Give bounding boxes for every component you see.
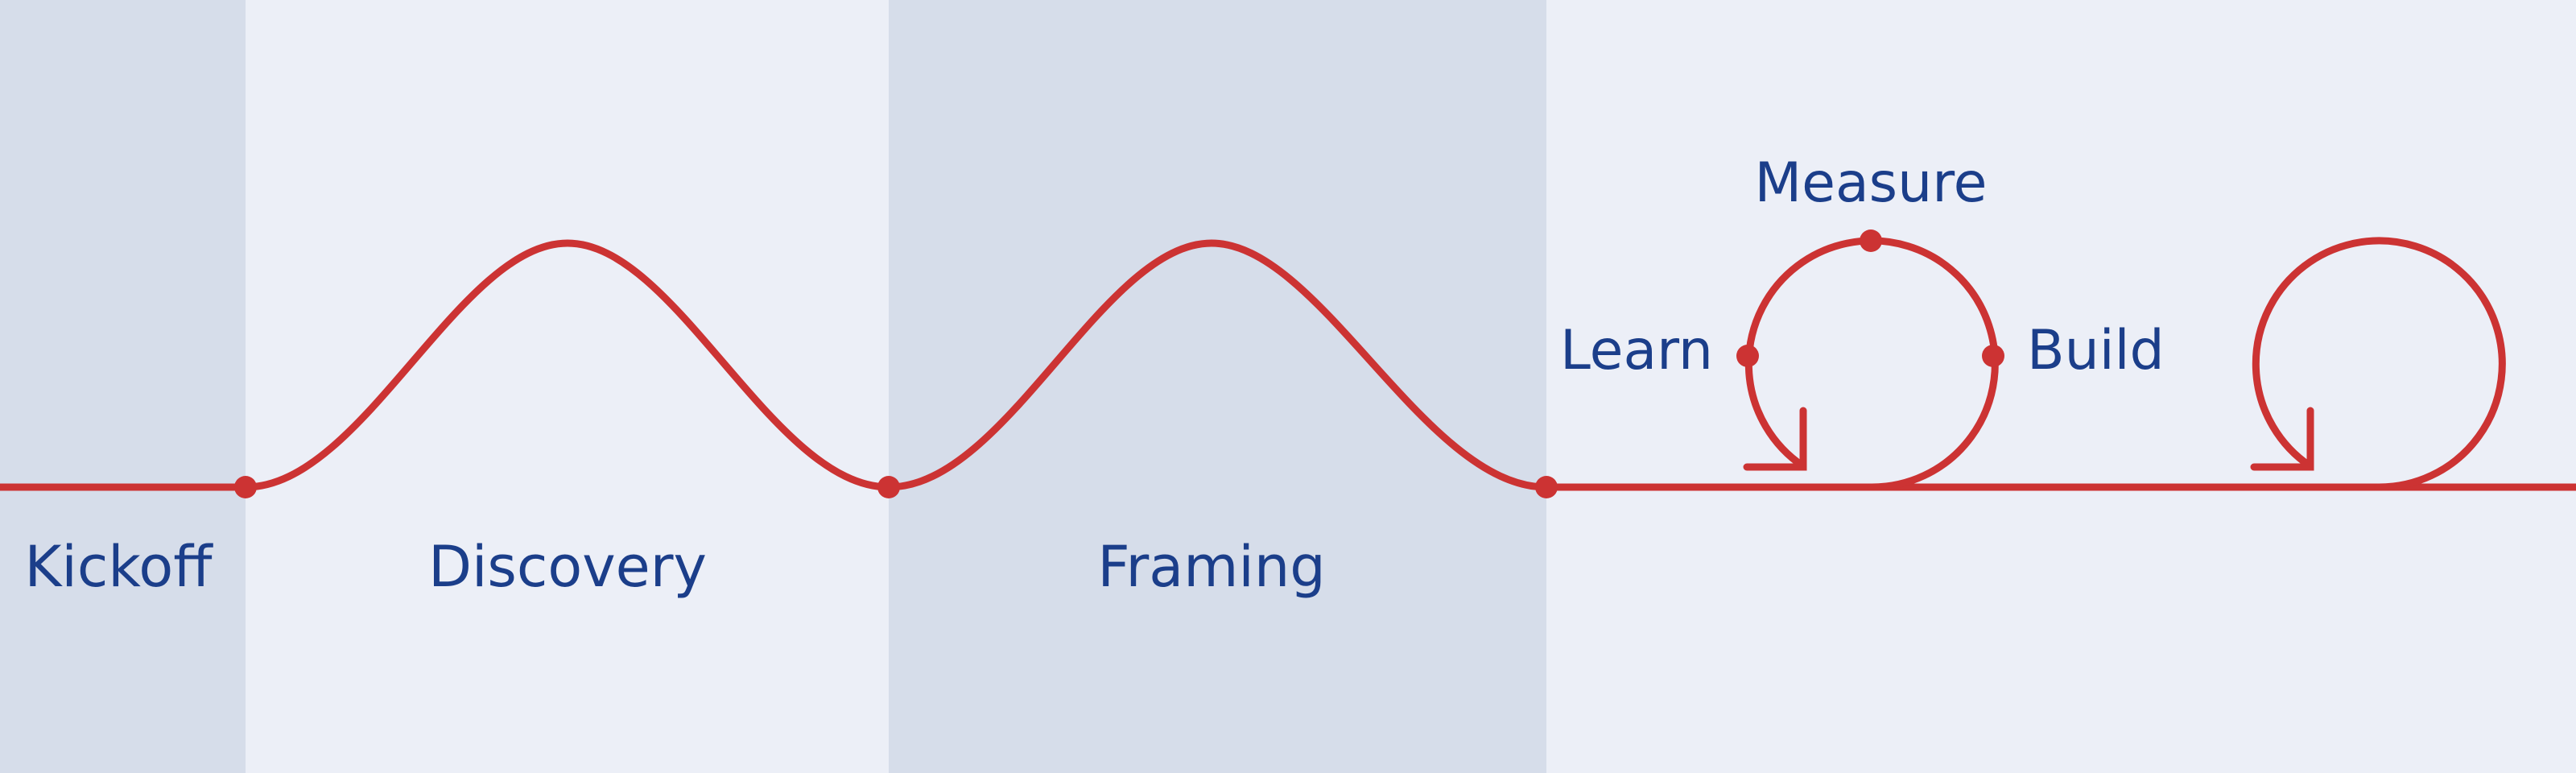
phase-label-discovery: Discovery: [428, 534, 707, 600]
process-line-discovery-wave: [242, 239, 893, 491]
process-line: [0, 237, 2576, 491]
band-framing: [889, 0, 1546, 773]
node-learn: [1736, 345, 1759, 367]
node-dots: [234, 229, 2004, 498]
node-build: [1982, 345, 2004, 367]
loop-repeat-arrowhead: [2250, 407, 2314, 471]
loop-cycle-circle: [1744, 237, 1999, 491]
node-measure: [1860, 229, 1882, 252]
node-framing-end: [1535, 476, 1558, 498]
node-discovery-end: [877, 476, 900, 498]
process-line-framing-wave: [885, 239, 1550, 491]
phase-label-kickoff: Kickoff: [25, 534, 214, 600]
loop-cycle-arrowhead: [1743, 407, 1807, 471]
node-kickoff-end: [234, 476, 257, 498]
band-iteration: [1546, 0, 2576, 773]
cycle-label-measure: Measure: [1755, 151, 1988, 215]
band-kickoff: [0, 0, 246, 773]
cycle-label-learn: Learn: [1560, 319, 1713, 382]
phase-label-framing: Framing: [1097, 534, 1325, 600]
band-discovery: [246, 0, 889, 773]
cycle-label-build: Build: [2027, 319, 2165, 382]
loop-repeat-circle: [2252, 237, 2506, 491]
